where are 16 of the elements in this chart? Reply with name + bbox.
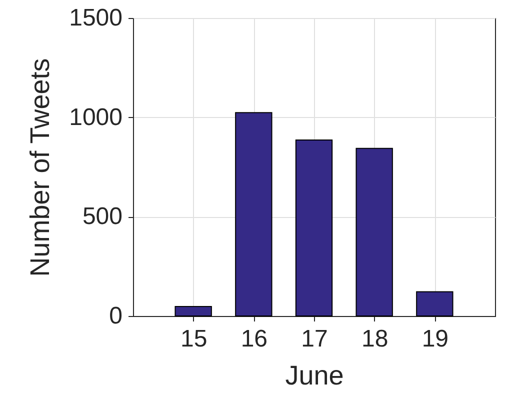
y-tick-label: 1000 (69, 104, 122, 131)
bar (356, 148, 393, 316)
y-axis-title: Number of Tweets (25, 58, 56, 277)
x-tick-label: 17 (301, 326, 328, 352)
bar (235, 112, 272, 316)
x-tick-label: 18 (361, 326, 388, 352)
x-axis-title: June (285, 360, 344, 390)
y-tick-label: 500 (82, 203, 122, 230)
bar (174, 306, 212, 316)
bar (416, 291, 454, 316)
x-tick-label: 19 (422, 326, 449, 352)
y-tick-label: 0 (109, 302, 122, 330)
bar (295, 139, 333, 316)
y-tick-label: 1500 (69, 4, 122, 32)
x-tick-label: 15 (180, 326, 208, 352)
x-tick-label: 16 (240, 326, 268, 352)
